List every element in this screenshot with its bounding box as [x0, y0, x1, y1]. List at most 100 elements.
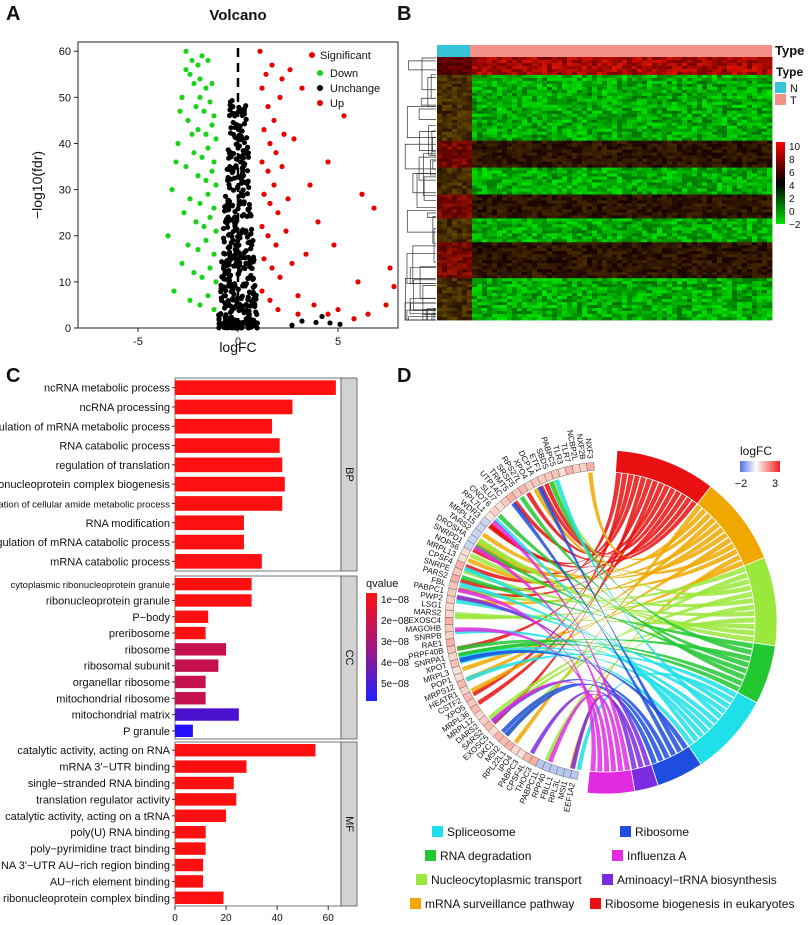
heatmap-cell [722, 59, 728, 64]
heatmap-cell [457, 212, 463, 216]
heatmap-cell [667, 164, 673, 168]
heatmap-cell [667, 248, 673, 252]
volcano-point-down [207, 214, 213, 220]
heatmap-cell [552, 197, 558, 201]
heatmap-cell [677, 119, 683, 124]
heatmap-cell [652, 206, 658, 210]
heatmap-cell [437, 131, 443, 136]
heatmap-cell [672, 128, 678, 133]
heatmap-cell [562, 146, 568, 151]
heatmap-cell [497, 236, 503, 240]
heatmap-cell [462, 116, 468, 121]
heatmap-cell [622, 128, 628, 133]
heatmap-cell [652, 155, 658, 160]
heatmap-cell [557, 236, 563, 240]
heatmap-cell [497, 242, 503, 246]
heatmap-cell [552, 86, 558, 91]
heatmap-cell [637, 182, 643, 186]
heatmap-cell [732, 230, 738, 234]
heatmap-cell [767, 158, 773, 163]
heatmap-cell [672, 221, 678, 225]
heatmap-cell [592, 200, 598, 204]
heatmap-cell [497, 116, 503, 121]
heatmap-cell [447, 68, 453, 73]
heatmap-cell [692, 221, 698, 225]
heatmap-cell [557, 137, 563, 142]
heatmap-cell [762, 125, 768, 130]
heatmap-cell [767, 125, 773, 130]
heatmap-cell [737, 197, 743, 201]
volcano-point-unchange [232, 208, 238, 215]
heatmap-cell [487, 101, 493, 106]
heatmap-cell [582, 71, 588, 76]
heatmap-cell [747, 185, 753, 189]
heatmap-cell [547, 200, 553, 204]
heatmap-cell [637, 245, 643, 249]
heatmap-cell [462, 233, 468, 237]
heatmap-cell [727, 116, 733, 121]
heatmap-cell [627, 215, 633, 219]
heatmap-cell [687, 206, 693, 210]
heatmap-cell [612, 179, 618, 183]
heatmap-cell [692, 65, 698, 70]
heatmap-cell [487, 245, 493, 249]
heatmap-cell [682, 170, 688, 174]
heatmap-cell [457, 179, 463, 183]
heatmap-cell [582, 200, 588, 204]
heatmap-cell [657, 179, 663, 183]
heatmap-cell [717, 155, 723, 160]
heatmap-cell [442, 197, 448, 201]
heatmap-cell [447, 71, 453, 76]
heatmap-cell [447, 167, 453, 171]
heatmap-cell [667, 122, 673, 127]
heatmap-cell [587, 86, 593, 91]
heatmap-cell [507, 71, 513, 76]
heatmap-cell [547, 74, 553, 79]
heatmap-cell [747, 86, 753, 91]
heatmap-cell [762, 164, 768, 168]
heatmap-cell [602, 95, 608, 100]
heatmap-cell [712, 116, 718, 121]
heatmap-cell [732, 89, 738, 94]
heatmap-cell [742, 230, 748, 234]
heatmap-cell [577, 110, 583, 115]
heatmap-cell [742, 194, 748, 198]
heatmap-cell [537, 68, 543, 73]
heatmap-cell [722, 248, 728, 252]
volcano-point-unchange [228, 288, 234, 295]
heatmap-cell [727, 104, 733, 109]
heatmap-cell [667, 167, 673, 171]
heatmap-cell [642, 191, 648, 195]
heatmap-cell [552, 77, 558, 82]
heatmap-cell [507, 182, 513, 186]
heatmap-cell [547, 173, 553, 177]
heatmap-cell [612, 83, 618, 88]
heatmap-cell [677, 221, 683, 225]
heatmap-cell [642, 170, 648, 174]
heatmap-cell [722, 164, 728, 168]
heatmap-cell [747, 68, 753, 73]
heatmap-cell [682, 161, 688, 165]
heatmap-cell [472, 176, 478, 180]
heatmap-cell [767, 146, 773, 151]
heatmap-cell [547, 224, 553, 228]
heatmap-cell [567, 71, 573, 76]
heatmap-cell [497, 212, 503, 216]
heatmap-cell [472, 137, 478, 142]
heatmap-cell [692, 59, 698, 64]
heatmap-cell [627, 206, 633, 210]
heatmap-cell [682, 215, 688, 219]
heatmap-cell [537, 215, 543, 219]
heatmap-cell [617, 185, 623, 189]
heatmap-cell [492, 80, 498, 85]
heatmap-cell [547, 92, 553, 97]
heatmap-cell [557, 161, 563, 165]
heatmap-cell [467, 128, 473, 133]
heatmap-cell [577, 137, 583, 142]
heatmap-cell [612, 203, 618, 207]
heatmap-cell [577, 167, 583, 171]
heatmap-cell [567, 173, 573, 177]
heatmap-cell [747, 140, 753, 145]
volcano-point-unchange [229, 202, 236, 208]
heatmap-cell [712, 95, 718, 100]
